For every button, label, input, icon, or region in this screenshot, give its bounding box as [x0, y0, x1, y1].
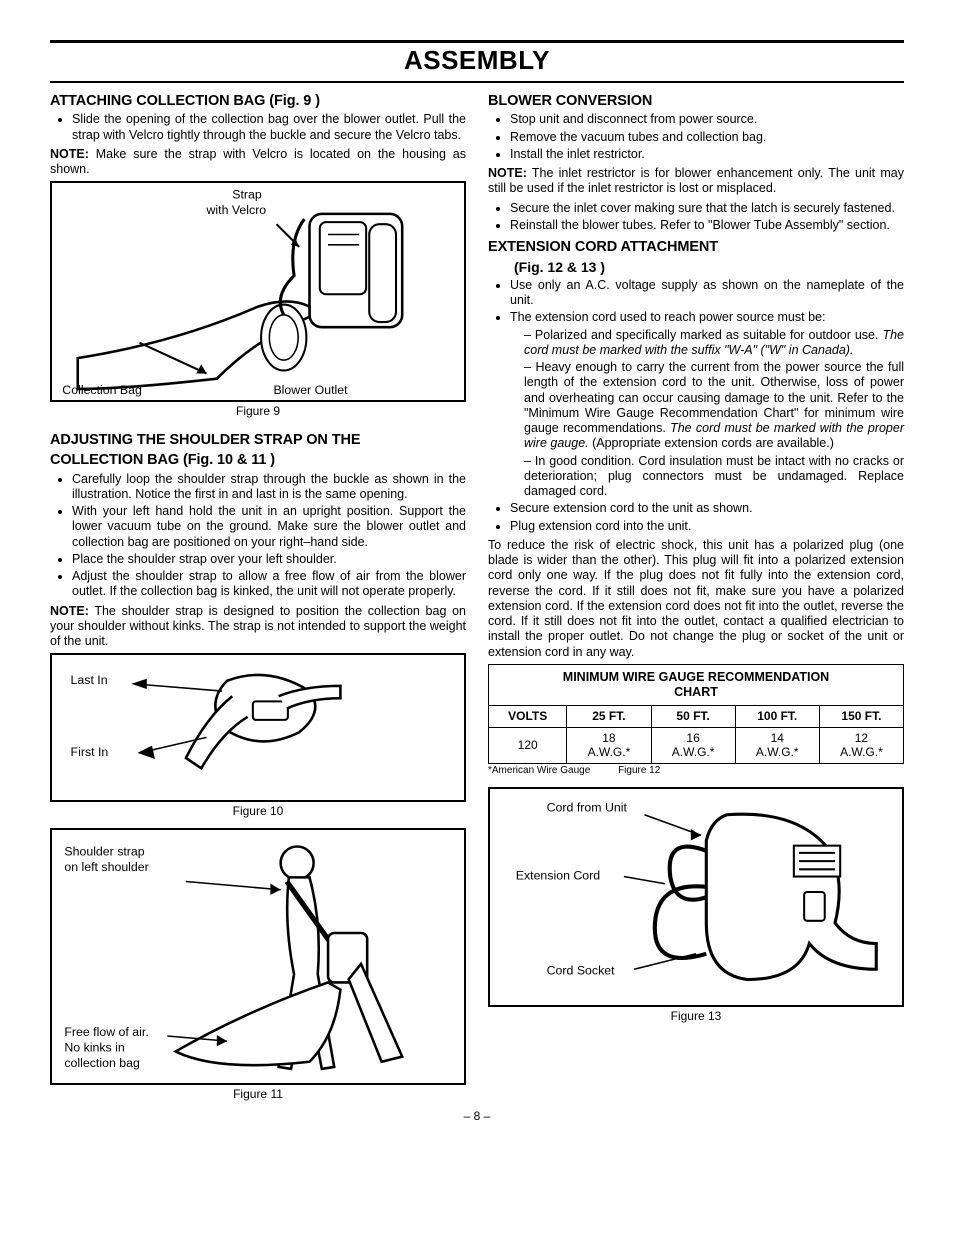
page-title: ASSEMBLY [404, 45, 550, 75]
fig9-label-velcro: with Velcro [206, 203, 267, 217]
fig9-label-strap: Strap [232, 188, 262, 202]
figure-9-box: Strap with Velcro Collection Bag Blower … [50, 181, 466, 401]
dash-list: Polarized and specifically marked as sui… [510, 328, 904, 500]
section-heading: ATTACHING COLLECTION BAG (Fig. 9 ) [50, 93, 466, 111]
list-item: The extension cord used to reach power s… [510, 310, 904, 499]
list-item: Secure the inlet cover making sure that … [510, 201, 904, 216]
note-paragraph: NOTE: Make sure the strap with Velcro is… [50, 147, 466, 178]
section-subheading: (Fig. 12 & 13 ) [488, 259, 904, 276]
bullet-list: Carefully loop the shoulder strap throug… [50, 472, 466, 600]
two-column-layout: ATTACHING COLLECTION BAG (Fig. 9 ) Slide… [50, 87, 904, 1102]
section-heading: ADJUSTING THE SHOULDER STRAP ON THE [50, 432, 466, 450]
fig9-label-bag: Collection Bag [62, 384, 142, 398]
figure-11-illustration: Shoulder strap on left shoulder Free flo… [52, 830, 464, 1082]
table-header: VOLTS [489, 705, 567, 727]
bullet-list: Stop unit and disconnect from power sour… [488, 112, 904, 162]
fig10-label-first: First In [71, 745, 109, 759]
list-item: Place the shoulder strap over your left … [72, 552, 466, 567]
table-row: VOLTS 25 FT. 50 FT. 100 FT. 150 FT. [489, 705, 904, 727]
list-item: Stop unit and disconnect from power sour… [510, 112, 904, 127]
section-heading: EXTENSION CORD ATTACHMENT [488, 239, 904, 257]
page-number: – 8 – [50, 1109, 904, 1124]
note-text: Make sure the strap with Velcro is locat… [50, 147, 466, 176]
list-item: Secure extension cord to the unit as sho… [510, 501, 904, 516]
bullet-list: Use only an A.C. voltage supply as shown… [488, 278, 904, 534]
figure-13-box: Cord from Unit Extension Cord Cord Socke… [488, 787, 904, 1007]
list-item: Reinstall the blower tubes. Refer to "Bl… [510, 218, 904, 233]
section-heading: COLLECTION BAG (Fig. 10 & 11 ) [50, 452, 466, 470]
note-text: The shoulder strap is designed to positi… [50, 604, 466, 649]
list-item: Slide the opening of the collection bag … [72, 112, 466, 143]
table-cell: 18A.W.G.* [567, 727, 651, 763]
note-paragraph: NOTE: The inlet restrictor is for blower… [488, 166, 904, 197]
table-caption: MINIMUM WIRE GAUGE RECOMMENDATION CHART [488, 664, 904, 705]
list-item: Remove the vacuum tubes and collection b… [510, 130, 904, 145]
figure-10-caption: Figure 10 [50, 804, 466, 819]
note-label: NOTE: [488, 166, 527, 180]
left-column: ATTACHING COLLECTION BAG (Fig. 9 ) Slide… [50, 87, 466, 1102]
fig11-label-strap1: Shoulder strap [64, 845, 144, 859]
figure-13-caption: Figure 13 [488, 1009, 904, 1024]
list-item: Adjust the shoulder strap to allow a fre… [72, 569, 466, 600]
list-item: With your left hand hold the unit in an … [72, 504, 466, 550]
list-item-text: The extension cord used to reach power s… [510, 310, 825, 324]
table-header: 50 FT. [651, 705, 735, 727]
table-header: 25 FT. [567, 705, 651, 727]
note-text: The inlet restrictor is for blower enhan… [488, 166, 904, 195]
figure-13-illustration: Cord from Unit Extension Cord Cord Socke… [490, 789, 902, 1005]
figure-11-box: Shoulder strap on left shoulder Free flo… [50, 828, 466, 1084]
fig10-label-last: Last In [71, 673, 108, 687]
table-cell: 14A.W.G.* [735, 727, 819, 763]
table-cell: 12A.W.G.* [819, 727, 903, 763]
fig11-label-strap2: on left shoulder [64, 860, 148, 874]
list-item: Polarized and specifically marked as sui… [524, 328, 904, 359]
fig13-label-cord-unit: Cord from Unit [547, 801, 628, 815]
list-item: Plug extension cord into the unit. [510, 519, 904, 534]
wire-gauge-table: MINIMUM WIRE GAUGE RECOMMENDATION CHART … [488, 664, 904, 764]
fig11-label-flow1: Free flow of air. [64, 1025, 148, 1039]
fig13-label-socket: Cord Socket [547, 963, 615, 977]
list-item: Heavy enough to carry the current from t… [524, 360, 904, 452]
table-header: 150 FT. [819, 705, 903, 727]
table-footnote: *American Wire Gauge Figure 12 [488, 765, 904, 777]
table-row: 120 18A.W.G.* 16A.W.G.* 14A.W.G.* 12A.W.… [489, 727, 904, 763]
table-header: 100 FT. [735, 705, 819, 727]
fig11-label-flow2: No kinks in [64, 1041, 125, 1055]
figure-10-box: Last In First In [50, 653, 466, 801]
fig13-label-ext-cord: Extension Cord [516, 869, 601, 883]
list-item: Install the inlet restrictor. [510, 147, 904, 162]
list-item: Carefully loop the shoulder strap throug… [72, 472, 466, 503]
body-paragraph: To reduce the risk of electric shock, th… [488, 538, 904, 660]
fig9-label-outlet: Blower Outlet [273, 384, 348, 398]
figure-9-caption: Figure 9 [50, 404, 466, 419]
fig11-label-flow3: collection bag [64, 1056, 140, 1070]
page-title-rule: ASSEMBLY [50, 40, 904, 83]
note-label: NOTE: [50, 604, 89, 618]
table-cell: 120 [489, 727, 567, 763]
figure-10-illustration: Last In First In [52, 655, 464, 799]
bullet-list: Slide the opening of the collection bag … [50, 112, 466, 143]
list-item: Use only an A.C. voltage supply as shown… [510, 278, 904, 309]
list-item: In good condition. Cord insulation must … [524, 454, 904, 500]
table-cell: 16A.W.G.* [651, 727, 735, 763]
figure-9-illustration: Strap with Velcro Collection Bag Blower … [52, 183, 464, 399]
note-paragraph: NOTE: The shoulder strap is designed to … [50, 604, 466, 650]
section-heading: BLOWER CONVERSION [488, 93, 904, 111]
figure-11-caption: Figure 11 [50, 1087, 466, 1102]
right-column: BLOWER CONVERSION Stop unit and disconne… [488, 87, 904, 1102]
bullet-list: Secure the inlet cover making sure that … [488, 201, 904, 234]
note-label: NOTE: [50, 147, 89, 161]
